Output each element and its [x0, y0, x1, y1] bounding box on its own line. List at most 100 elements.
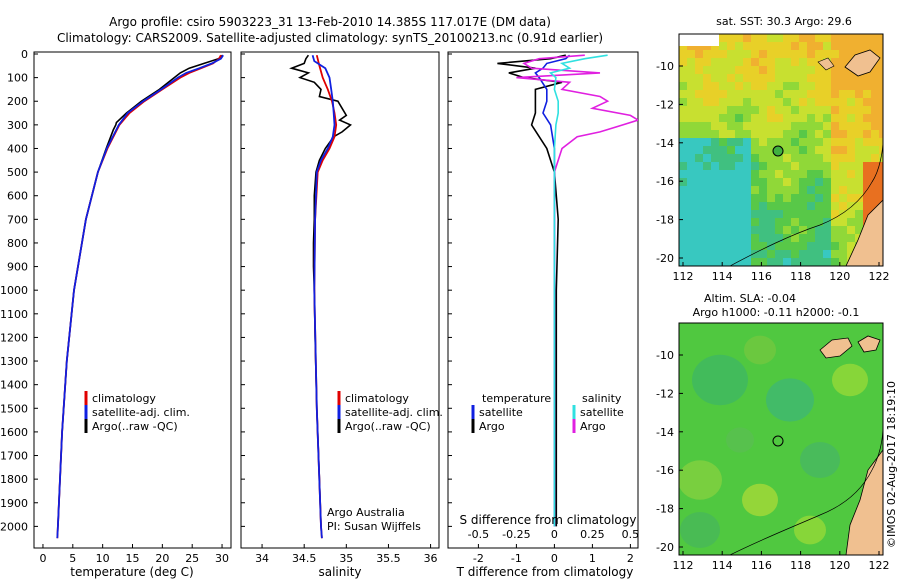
sst-cell [783, 106, 792, 115]
sst-cell [823, 74, 832, 83]
sst-cell [839, 250, 848, 259]
sst-cell [687, 162, 696, 171]
sst-cell [839, 234, 848, 243]
sst-cell [871, 130, 880, 139]
map-x-tick-label: 122 [869, 559, 890, 572]
sst-cell [687, 58, 696, 67]
sst-cell [735, 194, 744, 203]
sst-cell [735, 170, 744, 179]
sst-cell [775, 218, 784, 227]
sst-cell [743, 122, 752, 131]
sst-cell [823, 202, 832, 211]
sst-cell [735, 202, 744, 211]
depth-tick-label: 1600 [0, 426, 28, 439]
sst-cell [799, 226, 808, 235]
sst-cell [823, 234, 832, 243]
sst-cell [687, 90, 696, 99]
map-x-tick-label: 122 [869, 270, 890, 283]
sst-cell [735, 146, 744, 155]
sst-cell [751, 162, 760, 171]
sst-cell [743, 226, 752, 235]
sst-cell [687, 218, 696, 227]
sst-cell [719, 186, 728, 195]
sst-cell [759, 258, 768, 266]
sst-cell [711, 250, 720, 259]
sst-cell [839, 170, 848, 179]
depth-tick-label: 200 [7, 95, 28, 108]
sst-cell [855, 138, 864, 147]
sst-cell [791, 106, 800, 115]
sst-cell [711, 186, 720, 195]
sst-cell [775, 98, 784, 107]
sst-cell [767, 58, 776, 67]
sst-cell [711, 122, 720, 131]
sdiff-label: S difference from climatology [460, 513, 637, 527]
sst-cell [695, 146, 704, 155]
sst-cell [759, 154, 768, 163]
legend-t-argo: Argo [479, 420, 505, 433]
sst-cell [687, 202, 696, 211]
sst-cell [855, 202, 864, 211]
sst-cell [807, 138, 816, 147]
map-x-tick-label: 112 [673, 559, 694, 572]
sst-cell [863, 146, 872, 155]
sst-cell [783, 58, 792, 67]
sst-cell [815, 74, 824, 83]
sst-cell [719, 242, 728, 251]
sst-cell [799, 218, 808, 227]
sst-cell [799, 106, 808, 115]
sst-cell [863, 34, 872, 43]
sst-cell [863, 90, 872, 99]
sst-cell [871, 66, 880, 75]
legend-t-satellite: satellite [479, 406, 523, 419]
sst-cell [847, 138, 856, 147]
sst-cell [727, 146, 736, 155]
sst-cell [695, 130, 704, 139]
sst-cell [743, 98, 752, 107]
map-x-tick-label: 118 [790, 270, 811, 283]
sst-cell [703, 98, 712, 107]
sst-cell [759, 234, 768, 243]
sst-cell [695, 210, 704, 219]
sst-cell [695, 162, 704, 171]
sst-cell [855, 186, 864, 195]
sst-cell [751, 82, 760, 91]
sst-cell [719, 226, 728, 235]
sst-cell [879, 66, 883, 75]
sst-cell [767, 218, 776, 227]
sst-cell [871, 178, 880, 187]
sst-cell [783, 250, 792, 259]
depth-tick-label: 1300 [0, 355, 28, 368]
sst-cell [839, 202, 848, 211]
land-australia [845, 449, 883, 555]
map-y-tick-label: -18 [656, 214, 674, 227]
sst-cell [743, 50, 752, 59]
sst-cell [743, 154, 752, 163]
sst-cell [879, 130, 883, 139]
sst-cell [815, 66, 824, 75]
sst-cell [767, 210, 776, 219]
sst-cell [791, 42, 800, 51]
map-y-tick-label: -12 [656, 98, 674, 111]
sst-cell [847, 122, 856, 131]
sst-cell [679, 242, 688, 251]
sst-cell [767, 250, 776, 259]
sst-cell [751, 258, 760, 266]
sst-cell [767, 50, 776, 59]
x-tick-label: 20 [155, 552, 169, 565]
sst-cell [799, 178, 808, 187]
sst-cell [687, 50, 696, 59]
sst-cell [703, 122, 712, 131]
sst-cell [735, 66, 744, 75]
sst-cell [687, 194, 696, 203]
sst-cell [719, 66, 728, 75]
sst-cell [839, 50, 848, 59]
salinity-panel-frame [240, 51, 440, 549]
sst-cell [727, 258, 736, 266]
map-x-tick-label: 114 [712, 559, 733, 572]
sst-cell [751, 122, 760, 131]
sst-cell [831, 82, 840, 91]
sst-cell [799, 202, 808, 211]
sst-cell [783, 98, 792, 107]
